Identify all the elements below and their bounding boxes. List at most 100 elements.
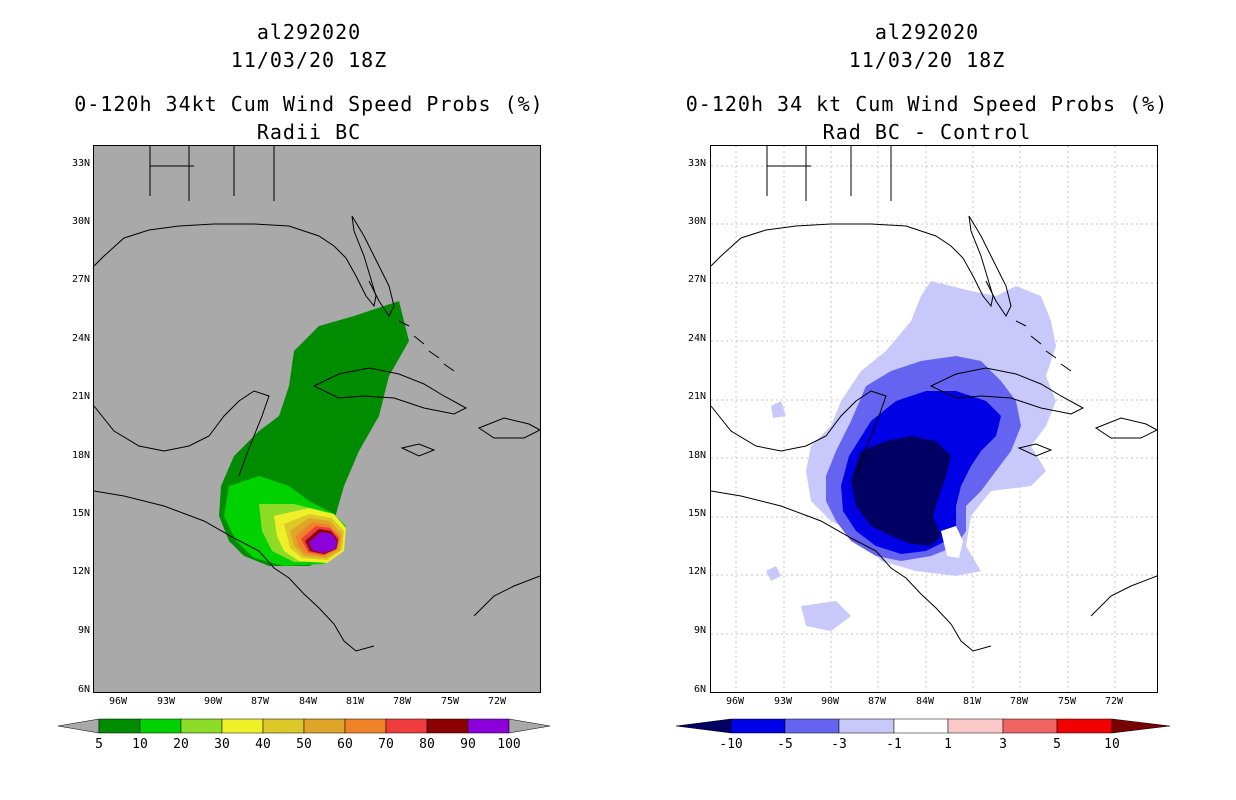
colorbar-segment xyxy=(98,718,141,734)
coastlines xyxy=(94,146,540,652)
legend-label: -10 xyxy=(719,737,743,752)
colorbar-segment xyxy=(730,718,786,734)
colorbar-segment xyxy=(385,718,428,734)
lat-label: 12N xyxy=(71,566,90,577)
prob-90-100-area xyxy=(309,532,337,553)
legend-label: 5 xyxy=(95,737,103,752)
left-title-sub: Radii BC xyxy=(256,120,362,144)
legend-label: 60 xyxy=(337,737,353,752)
central-america-outline xyxy=(711,490,992,652)
lon-label: 78W xyxy=(1009,696,1029,707)
south-america-outline xyxy=(473,575,540,617)
colorbar-segment xyxy=(303,718,346,734)
lat-label: 6N xyxy=(693,684,706,695)
yucatan-outline xyxy=(94,390,270,477)
bahamas-outline xyxy=(398,320,455,372)
lon-label: 78W xyxy=(392,696,412,707)
south-america-outline xyxy=(1090,575,1157,617)
lat-label: 12N xyxy=(687,566,706,577)
us-state-lines xyxy=(149,146,275,201)
lon-label: 87W xyxy=(250,696,270,707)
colorbar-segment xyxy=(947,718,1004,734)
legend-label: 20 xyxy=(173,737,189,752)
colorbar-segment xyxy=(139,718,182,734)
coastlines xyxy=(711,146,1157,652)
probability-shading xyxy=(219,301,409,566)
colorbar-segment xyxy=(784,718,840,734)
colorbar-segment xyxy=(1056,718,1113,734)
colorbar-high-arrow xyxy=(508,718,551,734)
left-panel: al292020 11/03/20 18Z 0-120h 34kt Cum Wi… xyxy=(57,20,551,752)
jamaica-outline xyxy=(1017,443,1053,457)
colorbar-segment xyxy=(262,718,305,734)
legend-label: 70 xyxy=(378,737,394,752)
lon-label: 72W xyxy=(487,696,507,707)
colorbar-segment xyxy=(467,718,510,734)
left-colorbar xyxy=(57,718,551,734)
hispaniola-outline xyxy=(477,417,540,439)
lon-label: 81W xyxy=(345,696,365,707)
legend-label: 3 xyxy=(999,737,1007,752)
legend-label: 100 xyxy=(497,737,521,752)
lat-label: 9N xyxy=(77,625,90,636)
right-title-sub: Rad BC - Control xyxy=(822,120,1032,144)
colorbar-high-arrow xyxy=(1111,718,1171,734)
right-map-svg xyxy=(711,146,1157,692)
colorbar-segment xyxy=(1002,718,1058,734)
lon-label: 84W xyxy=(915,696,935,707)
colorbar-segment xyxy=(426,718,469,734)
gulf-coast-outline xyxy=(94,215,377,308)
florida-outline xyxy=(968,215,1012,317)
cuba-outline xyxy=(929,367,1085,415)
diff-below-minus10-area xyxy=(851,436,951,546)
legend-label: 10 xyxy=(132,737,148,752)
lon-label: 96W xyxy=(108,696,128,707)
lat-label: 21N xyxy=(71,391,90,402)
lat-label: 33N xyxy=(687,158,706,169)
gulf-coast-outline xyxy=(711,215,994,308)
left-title-product: 0-120h 34kt Cum Wind Speed Probs (%) xyxy=(74,92,544,116)
lat-label: 27N xyxy=(71,274,90,285)
hispaniola-outline xyxy=(1094,417,1157,439)
legend-label: -1 xyxy=(886,737,902,752)
right-colorbar xyxy=(675,718,1171,734)
left-title-date: 11/03/20 18Z xyxy=(230,48,388,72)
colorbar-segment xyxy=(893,718,949,734)
lon-label: 90W xyxy=(820,696,840,707)
colorbar-segment xyxy=(221,718,264,734)
left-title-storm: al292020 xyxy=(256,20,362,44)
lat-label: 27N xyxy=(687,274,706,285)
colorbar-low-arrow xyxy=(675,718,732,734)
bahamas-outline xyxy=(1015,320,1072,372)
right-map xyxy=(710,145,1158,693)
right-title-product: 0-120h 34 kt Cum Wind Speed Probs (%) xyxy=(685,92,1169,116)
lat-label: 18N xyxy=(687,450,706,461)
lon-label: 90W xyxy=(203,696,223,707)
legend-label: -3 xyxy=(831,737,847,752)
lat-label: 33N xyxy=(71,158,90,169)
diff-minus1-small-area xyxy=(766,401,851,631)
lon-label: 93W xyxy=(773,696,793,707)
cuba-outline xyxy=(312,367,468,415)
left-map-svg xyxy=(94,146,540,652)
diff-near-zero-area xyxy=(941,526,963,558)
lon-label: 72W xyxy=(1104,696,1124,707)
difference-shading xyxy=(766,281,1056,631)
colorbar-segment xyxy=(344,718,387,734)
lon-label: 81W xyxy=(962,696,982,707)
us-state-lines xyxy=(766,146,892,201)
lon-label: 93W xyxy=(156,696,176,707)
legend-label: -5 xyxy=(777,737,793,752)
jamaica-outline xyxy=(400,443,436,457)
legend-label: 30 xyxy=(214,737,230,752)
legend-label: 5 xyxy=(1053,737,1061,752)
legend-label: 1 xyxy=(944,737,952,752)
legend-label: 40 xyxy=(255,737,271,752)
legend-label: 50 xyxy=(296,737,312,752)
lon-label: 75W xyxy=(440,696,460,707)
central-america-outline xyxy=(94,490,375,652)
legend-label: 90 xyxy=(460,737,476,752)
lat-label: 30N xyxy=(687,216,706,227)
right-title-storm: al292020 xyxy=(874,20,980,44)
lat-label: 24N xyxy=(71,333,90,344)
